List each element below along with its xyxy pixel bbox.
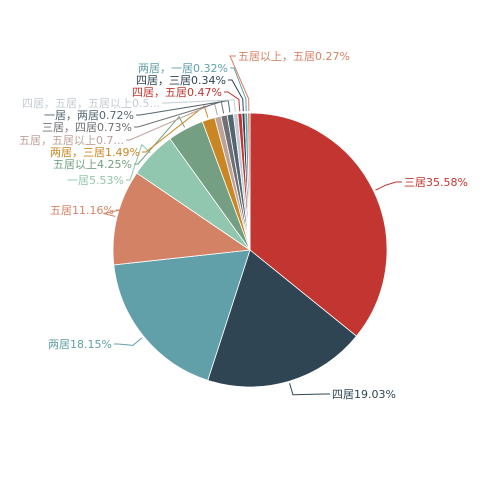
leader-line bbox=[142, 105, 209, 153]
slice-label: 五居，五居以上0.7... bbox=[19, 134, 124, 147]
slice-label: 四居，五居，五居以上0.5... bbox=[22, 97, 160, 110]
leader-line bbox=[114, 337, 143, 346]
leader-line bbox=[162, 99, 236, 112]
slice-label: 两居18.15% bbox=[48, 338, 112, 351]
slice-label: 三居35.58% bbox=[404, 176, 468, 189]
slice-label: 五居以上4.25% bbox=[53, 158, 132, 171]
leader-line bbox=[134, 101, 225, 128]
pie-slice[interactable] bbox=[249, 112, 388, 337]
pie-slice[interactable] bbox=[247, 112, 251, 251]
slice-label: 一居5.53% bbox=[67, 174, 124, 187]
leader-line bbox=[375, 181, 402, 191]
pie-slices bbox=[112, 112, 388, 388]
slice-label: 五居11.16% bbox=[50, 204, 114, 217]
slice-label: 三居，四居0.73% bbox=[42, 121, 132, 134]
leader-line bbox=[229, 55, 250, 112]
slice-label: 两居，三居1.49% bbox=[50, 146, 140, 159]
leader-line bbox=[289, 383, 330, 396]
leader-line bbox=[136, 100, 231, 116]
pie-slice[interactable] bbox=[113, 249, 251, 381]
slice-label: 五居以上，五居0.27% bbox=[238, 50, 350, 63]
label-leader-lines bbox=[103, 55, 402, 396]
leader-line bbox=[126, 102, 218, 141]
leader-line bbox=[228, 79, 244, 112]
pie-slice[interactable] bbox=[112, 172, 252, 266]
slice-label: 四居，三居0.34% bbox=[136, 74, 226, 87]
leader-line bbox=[224, 91, 241, 112]
leader-line bbox=[103, 209, 121, 217]
slice-labels: 三居35.58% 四居19.03% 两居18.15% 五居11.16% 一居5.53% 五… bbox=[19, 50, 468, 401]
leader-line bbox=[134, 115, 186, 165]
slice-label: 四居，五居0.47% bbox=[132, 86, 222, 99]
slice-label: 一居，两居0.72% bbox=[44, 109, 134, 122]
leader-line bbox=[230, 67, 247, 112]
pie-slice[interactable] bbox=[207, 249, 358, 388]
leader-line bbox=[126, 143, 151, 181]
slice-label: 四居19.03% bbox=[332, 388, 396, 401]
slice-label: 两居，一居0.32% bbox=[138, 62, 228, 75]
